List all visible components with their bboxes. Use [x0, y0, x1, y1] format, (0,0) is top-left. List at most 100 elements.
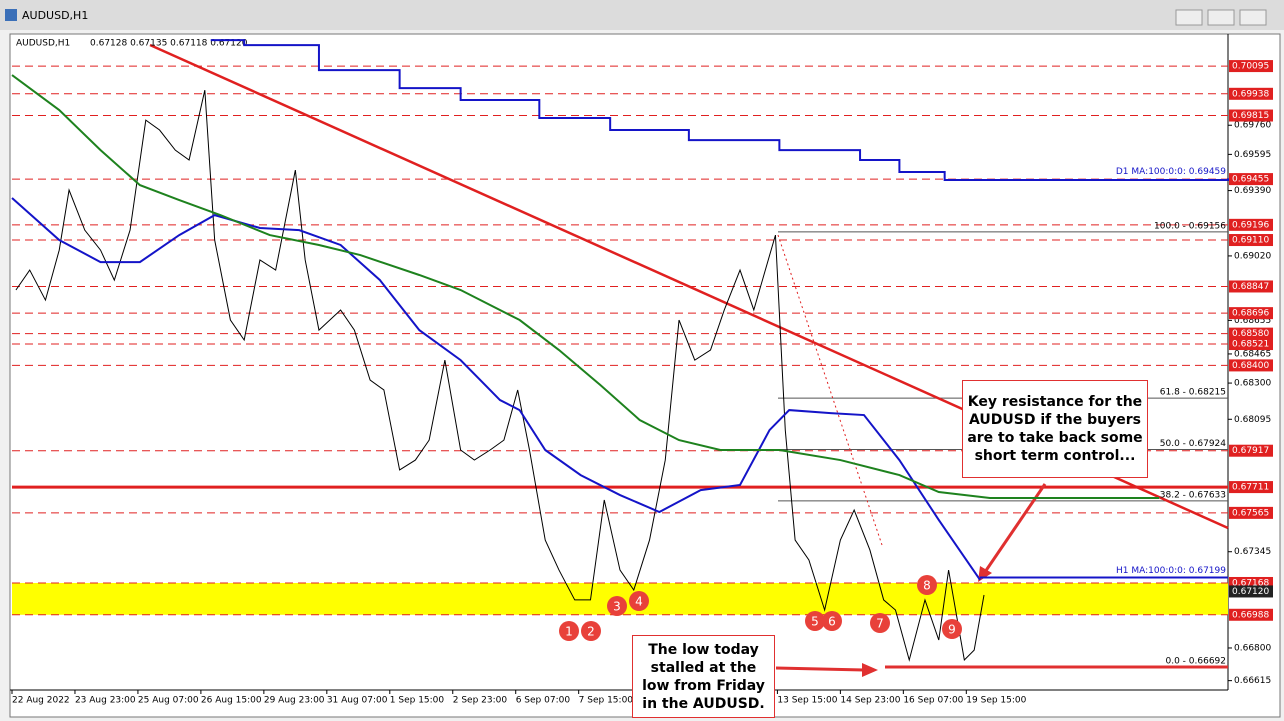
level-label: 0.67917	[1232, 446, 1269, 456]
marker-label: 4	[635, 595, 643, 609]
level-tag	[1229, 218, 1273, 231]
title-bar	[0, 0, 1284, 30]
marker	[559, 621, 579, 641]
level-label: 0.70095	[1232, 62, 1269, 72]
marker-label: 2	[587, 625, 595, 639]
level-label: 0.68580	[1232, 329, 1269, 339]
level-label: 0.69455	[1232, 175, 1269, 185]
level-tag	[1229, 481, 1273, 494]
x-tick-label: 16 Sep 07:00	[903, 696, 963, 706]
marker	[607, 596, 627, 616]
arrowhead	[862, 663, 878, 677]
level-label: 0.68521	[1232, 340, 1269, 350]
marker-label: 5	[811, 615, 819, 629]
series-line	[210, 39, 1229, 181]
level-tag	[1229, 444, 1273, 457]
arrow	[775, 666, 865, 672]
level-label: 0.68400	[1232, 361, 1269, 371]
window-icon	[5, 9, 17, 21]
y-tick-label: 0.68095	[1234, 415, 1271, 425]
level-tag	[1229, 280, 1273, 293]
level-label: 0.68696	[1232, 309, 1269, 319]
fib-label: 0.0 - 0.66692	[1166, 657, 1227, 667]
y-tick-label: 0.69760	[1234, 121, 1271, 131]
x-tick-label: 2 Sep 23:00	[453, 696, 508, 706]
level-label: 0.68847	[1232, 282, 1269, 292]
fib-label: 100.0 - 0.69156	[1154, 221, 1226, 231]
maximize-button[interactable]	[1207, 9, 1235, 26]
level-tag	[1229, 60, 1273, 73]
x-tick-label: 14 Sep 23:00	[840, 696, 900, 706]
marker-label: 8	[923, 579, 931, 593]
level-tag	[1229, 338, 1273, 351]
price-label: 0.67120	[1232, 587, 1269, 597]
price-tag	[1229, 585, 1273, 598]
x-tick-label: 19 Sep 15:00	[966, 696, 1026, 706]
x-tick-label: 1 Sep 15:00	[390, 696, 445, 706]
y-tick-label: 0.66800	[1234, 643, 1271, 653]
marker-label: 7	[876, 617, 884, 631]
level-tag	[1229, 307, 1273, 320]
level-tag	[1229, 506, 1273, 519]
fib-label: 61.8 - 0.68215	[1160, 388, 1226, 398]
y-tick-label: 0.66615	[1234, 676, 1271, 686]
annotation-box: Key resistance for the AUDUSD if the buy…	[962, 380, 1148, 478]
series-line	[15, 89, 985, 662]
x-tick-label: 26 Aug 15:00	[201, 696, 262, 706]
marker	[870, 613, 890, 633]
marker-label: 1	[565, 625, 573, 639]
x-tick-label: 7 Sep 15:00	[579, 696, 634, 706]
x-tick-label: 6 Sep 07:00	[516, 696, 571, 706]
y-tick-label: 0.68655	[1234, 316, 1271, 326]
level-tag	[1229, 87, 1273, 100]
level-label: 0.69815	[1232, 111, 1269, 121]
level-label: 0.67565	[1232, 508, 1269, 518]
window-title: AUDUSD,H1	[22, 9, 88, 22]
level-label: 0.69196	[1232, 220, 1269, 230]
y-tick-label: 0.69020	[1234, 251, 1271, 261]
y-tick-label: 0.67345	[1234, 547, 1271, 557]
ma-label: D1 MA:100:0:0: 0.69459	[1116, 167, 1226, 177]
marker	[822, 611, 842, 631]
y-tick-label: 0.69595	[1234, 150, 1271, 160]
level-label: 0.67711	[1232, 483, 1269, 493]
ma-label: H1 MA:100:0:0: 0.67199	[1116, 566, 1226, 576]
level-tag	[1229, 608, 1273, 621]
marker	[917, 575, 937, 595]
y-tick-label: 0.68465	[1234, 349, 1271, 359]
marker	[629, 591, 649, 611]
level-label: 0.67168	[1232, 578, 1269, 588]
chart-title: AUDUSD,H1	[16, 39, 70, 49]
level-label: 0.69938	[1232, 89, 1269, 99]
level-tag	[1229, 109, 1273, 122]
marker	[942, 619, 962, 639]
level-tag	[1229, 327, 1273, 340]
level-label: 0.69110	[1232, 236, 1269, 246]
marker	[581, 621, 601, 641]
marker-label: 3	[613, 600, 621, 614]
x-tick-label: 23 Aug 23:00	[75, 696, 136, 706]
ohlc-header: 0.67128 0.67135 0.67118 0.67120	[90, 39, 248, 49]
y-tick-label: 0.69390	[1234, 186, 1271, 196]
fib-label: 50.0 - 0.67924	[1160, 439, 1226, 449]
x-tick-label: 22 Aug 2022	[12, 696, 70, 706]
x-tick-label: 13 Sep 15:00	[777, 696, 837, 706]
fib-label: 38.2 - 0.67633	[1160, 490, 1226, 500]
close-button[interactable]	[1239, 9, 1267, 26]
marker	[805, 611, 825, 631]
level-label: 0.66988	[1232, 610, 1269, 620]
level-tag	[1229, 234, 1273, 247]
x-tick-label: 29 Aug 23:00	[264, 696, 325, 706]
series-line	[11, 74, 1160, 500]
marker-label: 9	[948, 623, 956, 637]
x-tick-label: 25 Aug 07:00	[138, 696, 199, 706]
marker-label: 6	[828, 615, 836, 629]
series-line	[11, 197, 981, 581]
level-tag	[1229, 359, 1273, 372]
x-tick-label: 31 Aug 07:00	[327, 696, 388, 706]
level-tag	[1229, 173, 1273, 186]
y-tick-label: 0.68300	[1234, 379, 1271, 389]
minimize-button[interactable]	[1175, 9, 1203, 26]
